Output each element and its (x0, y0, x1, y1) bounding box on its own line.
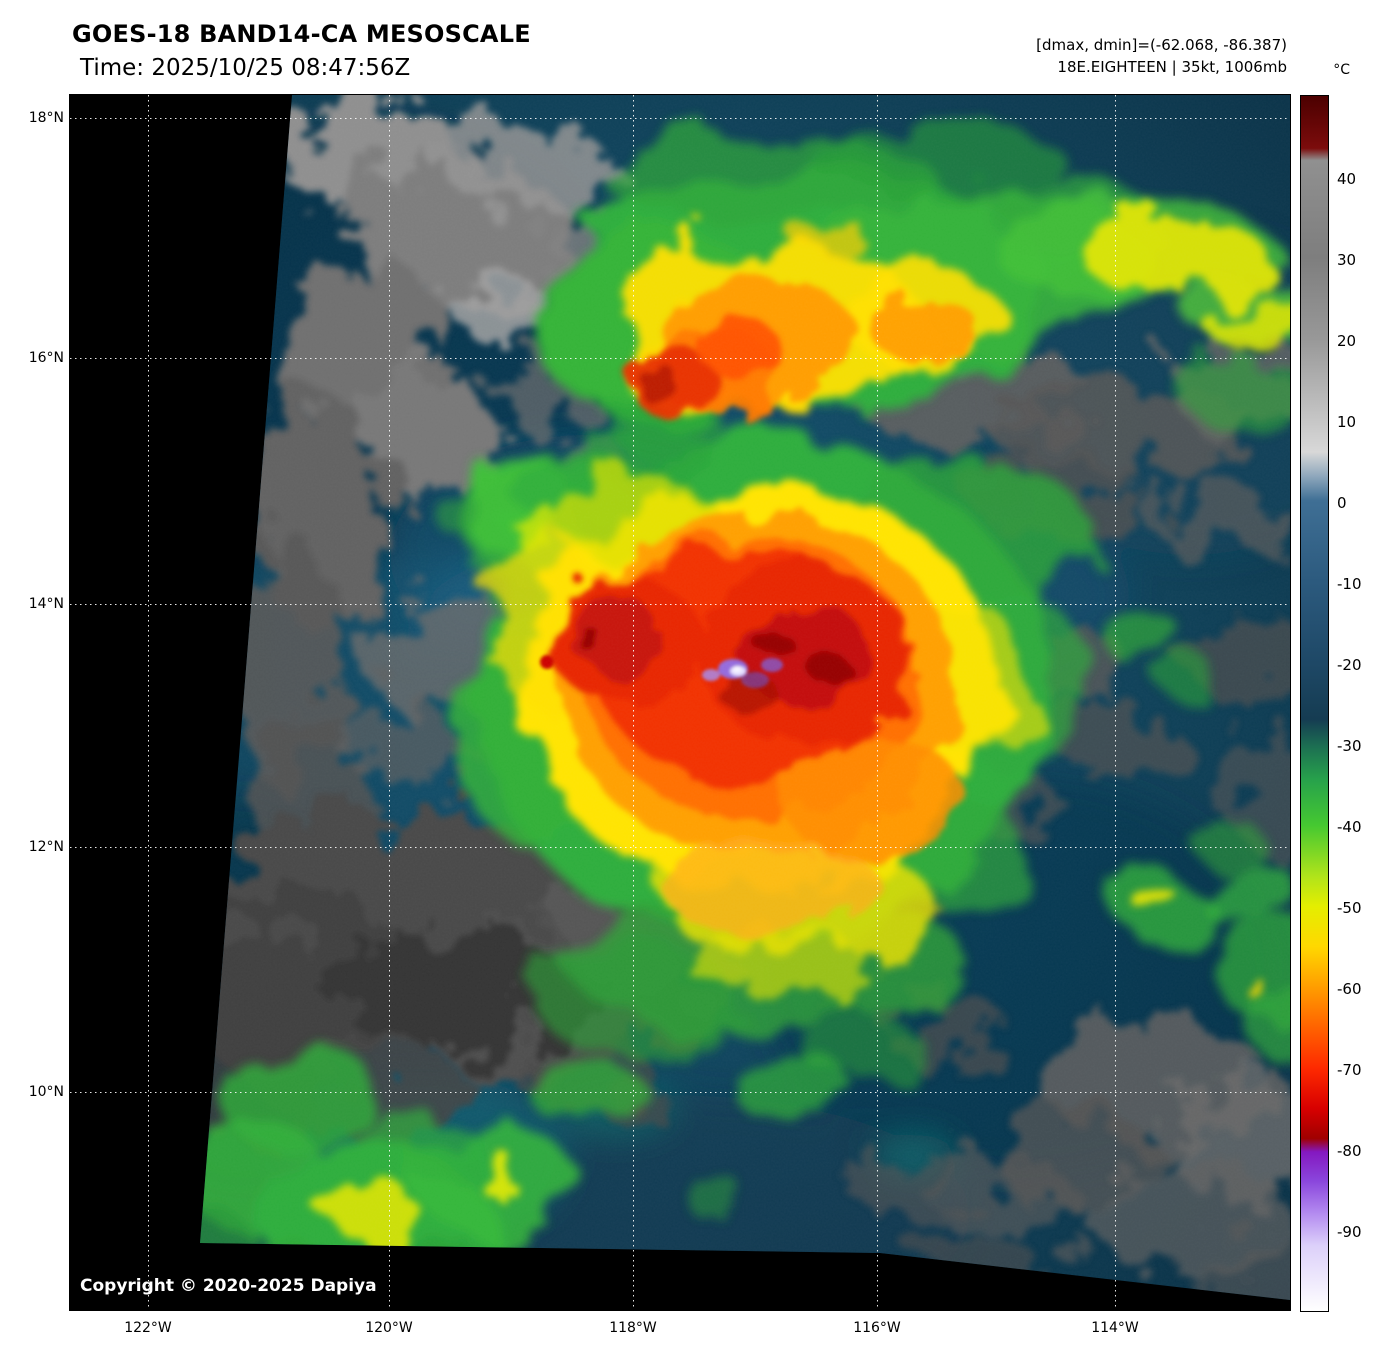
lon-label: 114°W (1091, 1320, 1139, 1336)
lon-label: 118°W (609, 1320, 657, 1336)
lat-label: 18°N (28, 110, 64, 126)
colorbar-tick: -30 (1337, 737, 1362, 755)
colorbar-tick: -70 (1337, 1061, 1362, 1079)
colorbar-tick: -10 (1337, 575, 1362, 593)
sensor-grain (200, 95, 1290, 1300)
colorbar-tick: -80 (1337, 1142, 1362, 1160)
colorbar: 40 30 20 10 0 -10 -20 -30 -40 -50 -60 -7… (1300, 95, 1362, 1312)
page-title: GOES-18 BAND14-CA MESOSCALE (72, 20, 531, 48)
lat-label: 16°N (28, 350, 64, 366)
colorbar-tick: 10 (1337, 413, 1357, 431)
lon-label: 116°W (853, 1320, 901, 1336)
colorbar-tick: -50 (1337, 899, 1362, 917)
lat-label: 14°N (28, 596, 64, 612)
copyright-watermark: Copyright © 2020-2025 Dapiya (80, 1276, 377, 1296)
colorbar-tick: -90 (1337, 1223, 1362, 1241)
colorbar-tick: -40 (1337, 818, 1362, 836)
lat-label: 12°N (28, 839, 64, 855)
storm-readout: 18E.EIGHTEEN | 35kt, 1006mb (1057, 58, 1287, 76)
timestamp: Time: 2025/10/25 08:47:56Z (80, 55, 411, 81)
lat-label: 10°N (28, 1084, 64, 1100)
dmax-dmin-readout: [dmax, dmin]=(-62.068, -86.387) (1036, 36, 1287, 54)
colorbar-tick: 0 (1337, 494, 1347, 512)
colorbar-tick: 20 (1337, 332, 1357, 350)
temperature-unit-label: °C (1333, 62, 1350, 78)
lon-label: 120°W (365, 1320, 413, 1336)
colorbar-tick: 40 (1337, 170, 1357, 188)
grid-overlay (70, 95, 1290, 1310)
satellite-map: Copyright © 2020-2025 Dapiya (69, 94, 1291, 1311)
lon-label: 122°W (124, 1320, 172, 1336)
colorbar-tick: 30 (1337, 251, 1357, 269)
storm-scene (70, 95, 1290, 1310)
data-swath (200, 95, 1290, 1300)
colorbar-tick: -20 (1337, 656, 1362, 674)
colorbar-tick: -60 (1337, 980, 1362, 998)
